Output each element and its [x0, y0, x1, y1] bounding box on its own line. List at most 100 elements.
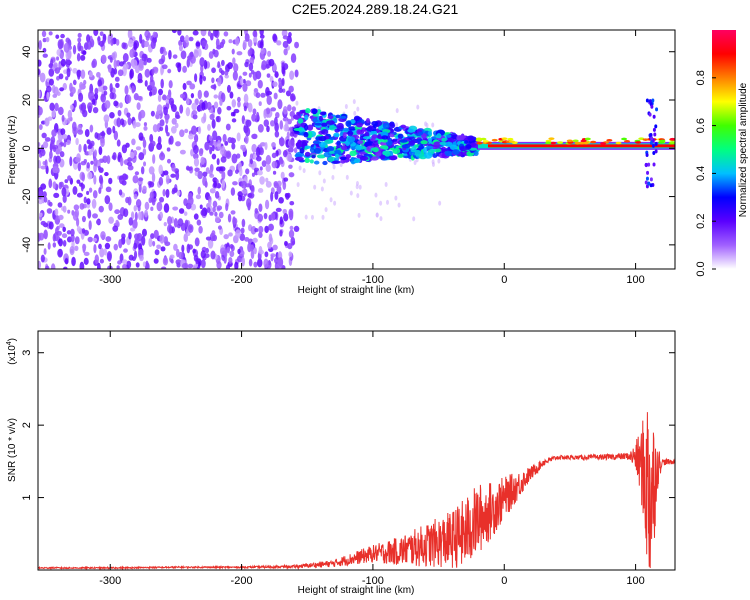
spectrogram-cell	[210, 250, 216, 260]
spectrogram-cell	[142, 185, 147, 193]
spectrogram-cell	[52, 166, 59, 174]
spectrogram-cell	[211, 118, 216, 129]
snr-y-tick-label: 3	[21, 350, 33, 356]
spectrogram-cell	[151, 68, 155, 76]
spectrogram-cell	[217, 61, 221, 69]
spectrogram-cell	[345, 174, 349, 180]
spectrogram-cell	[209, 211, 214, 216]
spectrogram-cell	[293, 225, 300, 232]
spectrogram-cell	[77, 37, 82, 43]
spectrogram-cell	[247, 49, 252, 57]
spectrogram-cell	[172, 206, 179, 211]
chart-title: C2E5.2024.289.18.24.G21	[291, 1, 459, 17]
spectrogram-cell	[135, 199, 142, 208]
spectrogram-cell	[339, 115, 347, 119]
spectrogram-cell	[268, 58, 275, 67]
spectrogram-cell	[99, 247, 105, 258]
spectrogram-cell	[205, 167, 210, 174]
spectrogram-cell	[152, 240, 156, 247]
spectrogram-cell	[75, 217, 80, 227]
spectrogram-cell	[103, 90, 108, 96]
spectrogram-cell	[257, 123, 264, 133]
snr-x-tick-label: 100	[626, 575, 644, 587]
spectrogram-cell	[263, 119, 269, 127]
spectrogram-cell	[125, 94, 132, 104]
spectrogram-cell	[225, 123, 231, 131]
spectrogram-cell	[224, 74, 229, 79]
spectrogram-cell	[38, 260, 42, 269]
spectrogram-cell	[104, 195, 111, 205]
spectrogram-cell	[74, 157, 81, 163]
spectrogram-cell	[92, 106, 99, 114]
spectrogram-cell	[86, 139, 91, 145]
snr-x-ticks: -300 -200 -100 0 100	[99, 331, 645, 587]
spectrogram-cell	[322, 178, 326, 184]
spectrogram-cell	[648, 99, 652, 104]
spectrogram-cell	[331, 174, 335, 180]
spectrogram-cell	[236, 255, 243, 263]
spectrogram-cell	[112, 125, 116, 134]
spectrogram-cell	[225, 202, 229, 212]
spectrogram-cell	[348, 126, 357, 131]
spectrogram-cell	[261, 60, 267, 70]
spectrogram-cell	[59, 223, 65, 228]
spectrogram-cell	[138, 183, 142, 193]
spectrogram-cell	[99, 40, 105, 47]
spectrogram-cell	[165, 188, 170, 198]
spectrogram-cell	[356, 122, 363, 128]
spectrogram-x-tick-label: -300	[99, 274, 121, 286]
spectrogram-cell	[379, 200, 383, 206]
spectrogram-cell	[86, 190, 90, 196]
spectrogram-cell	[356, 129, 362, 135]
spectrogram-cell	[226, 84, 231, 93]
spectrogram-cell	[420, 140, 428, 145]
spectrogram-cell	[365, 117, 370, 124]
spectrogram-cell	[38, 160, 42, 169]
spectrogram-cell	[289, 201, 295, 206]
spectrogram-cell	[63, 141, 67, 148]
spectrogram-cell	[218, 211, 224, 219]
spectrogram-cell	[88, 90, 95, 101]
spectrogram-cell	[74, 236, 80, 245]
spectrogram-cell	[290, 53, 297, 64]
spectrogram-x-tick-label: 100	[626, 274, 644, 286]
snr-x-tick-label: -200	[231, 575, 253, 587]
spectrogram-cell	[259, 166, 263, 171]
spectrogram-cell	[61, 233, 68, 239]
spectrogram-cell	[40, 254, 45, 263]
colorbar-tick-label: 0.6	[695, 118, 707, 133]
spectrogram-cell	[199, 57, 205, 67]
snr-y-axis-title: SNR (10 * v/v)	[7, 418, 18, 482]
spectrogram-cell	[150, 110, 155, 117]
spectrogram-cell	[107, 34, 111, 45]
spectrogram-cell	[264, 225, 269, 234]
spectrogram-cell	[200, 250, 206, 259]
spectrogram-cell	[333, 200, 337, 206]
spectrogram-cell	[48, 201, 53, 207]
spectrogram-cell	[73, 99, 77, 108]
spectrogram-cell	[62, 194, 67, 203]
spectrogram-cell	[432, 154, 438, 158]
spectrogram-cell	[226, 246, 231, 254]
spectrogram-cell	[208, 51, 214, 59]
spectrogram-cell	[241, 218, 246, 228]
spectrogram-cell	[277, 99, 283, 110]
spectrogram-cell	[287, 104, 292, 112]
spectrogram-cell	[444, 150, 453, 157]
spectrogram-cell	[228, 257, 233, 264]
spectrogram-cell	[79, 81, 84, 91]
spectrogram-cell	[227, 62, 233, 70]
spectrogram-cell	[43, 196, 48, 203]
spectrogram-cell	[134, 211, 138, 221]
spectrogram-cell	[207, 238, 214, 249]
spectrogram-cell	[104, 100, 111, 109]
spectrogram-cell	[291, 106, 296, 112]
spectrogram-cell	[171, 30, 177, 34]
spectrogram-cell	[193, 134, 199, 143]
spectrogram-cell	[289, 225, 294, 231]
svg-text:(x104): (x104)	[6, 338, 18, 365]
spectrogram-cell	[81, 184, 86, 189]
spectrogram-cell	[122, 53, 129, 63]
spectrogram-cell	[649, 132, 653, 137]
spectrogram-cell	[304, 124, 309, 131]
